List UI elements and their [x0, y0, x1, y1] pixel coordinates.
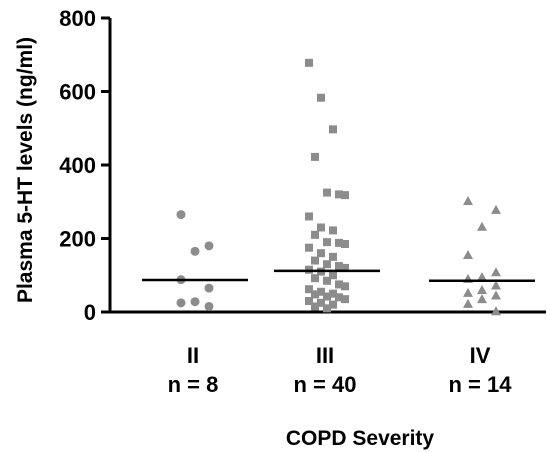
data-point	[317, 298, 325, 307]
data-point	[317, 223, 325, 232]
group-n-label: n = 14	[449, 372, 513, 397]
data-point	[491, 204, 501, 214]
y-tick-label: 600	[59, 80, 96, 105]
data-point	[311, 290, 319, 299]
data-point	[190, 246, 200, 256]
data-point	[323, 304, 331, 313]
data-point	[323, 292, 331, 301]
y-axis-title: Plasma 5-HT levels (ng/ml)	[14, 37, 37, 303]
data-point	[329, 271, 337, 280]
data-point	[477, 294, 487, 304]
group-label: III	[316, 343, 334, 368]
data-point	[477, 221, 487, 231]
data-point	[190, 297, 200, 307]
data-point	[311, 274, 319, 283]
data-point	[329, 300, 337, 309]
median-lines	[142, 269, 535, 283]
data-point	[491, 306, 501, 316]
data-point	[204, 283, 214, 293]
data-point	[477, 284, 487, 294]
data-point	[335, 293, 343, 302]
data-point	[323, 276, 331, 285]
x-axis-title: COPD Severity	[286, 427, 435, 450]
data-point	[305, 243, 313, 252]
data-point	[335, 280, 343, 289]
data-point	[329, 125, 337, 134]
data-point	[317, 93, 325, 102]
data-point	[176, 210, 186, 220]
data-point	[463, 287, 473, 297]
data-point	[335, 190, 343, 199]
data-point	[204, 301, 214, 311]
data-point	[463, 196, 473, 206]
y-ticks: 0 200 400 600 800	[59, 6, 110, 325]
data-point	[341, 263, 349, 272]
data-point	[317, 287, 325, 296]
data-point	[323, 238, 331, 247]
data-point	[305, 296, 313, 305]
data-point	[341, 191, 349, 200]
group-label: IV	[470, 343, 491, 368]
data-point	[329, 289, 337, 298]
data-points	[176, 58, 501, 316]
data-point	[491, 290, 501, 300]
data-point	[463, 298, 473, 308]
data-point	[335, 238, 343, 247]
data-point	[311, 302, 319, 311]
data-point	[311, 256, 319, 265]
group-label: II	[187, 343, 199, 368]
y-tick-label: 400	[59, 153, 96, 178]
data-point	[176, 298, 186, 308]
data-point	[341, 240, 349, 249]
data-point	[323, 260, 331, 269]
data-point	[463, 250, 473, 260]
y-tick-label: 0	[84, 300, 96, 325]
data-point	[329, 226, 337, 235]
data-point	[477, 272, 487, 282]
group-n-label: n = 40	[294, 372, 357, 397]
data-point	[305, 285, 313, 294]
data-point	[317, 249, 325, 258]
data-point	[341, 295, 349, 304]
data-point	[341, 282, 349, 291]
data-point	[491, 267, 501, 277]
data-point	[323, 188, 331, 197]
y-tick-label: 800	[59, 6, 96, 31]
category-labels: II n = 8 III n = 40 IV n = 14	[168, 343, 513, 397]
data-point	[335, 262, 343, 271]
data-point	[491, 280, 501, 290]
y-tick-label: 200	[59, 227, 96, 252]
data-point	[311, 230, 319, 239]
data-point	[204, 241, 214, 251]
data-point	[311, 152, 319, 161]
data-point	[329, 252, 337, 261]
data-point	[305, 212, 313, 221]
data-point	[305, 58, 313, 67]
group-n-label: n = 8	[168, 372, 219, 397]
